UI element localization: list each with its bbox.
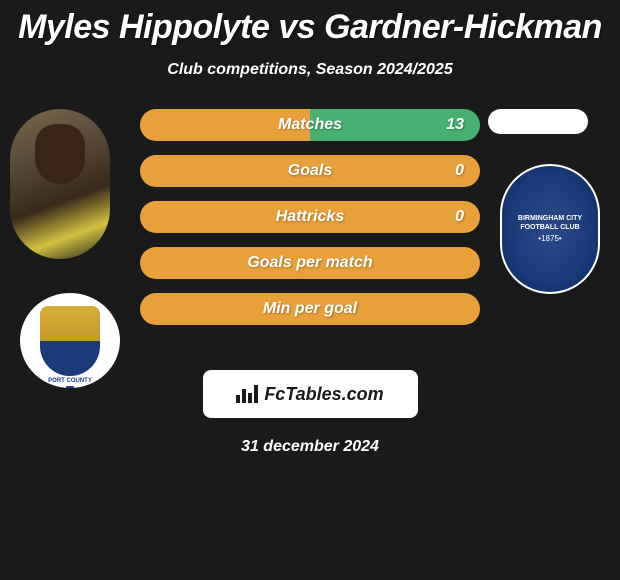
club-badge-right: BIRMINGHAM CITY FOOTBALL CLUB •1875• xyxy=(500,164,600,294)
shield-icon xyxy=(40,306,100,376)
player-photo-left xyxy=(10,109,110,259)
player-face-left xyxy=(10,109,110,259)
stat-label: Min per goal xyxy=(263,300,357,318)
stat-bar-min-per-goal: Min per goal xyxy=(140,293,480,325)
stat-value: 0 xyxy=(455,162,464,180)
brand-logo[interactable]: FcTables.com xyxy=(203,370,418,418)
stat-label: Hattricks xyxy=(276,208,344,226)
bars-icon xyxy=(236,385,258,403)
club-name-right-1: BIRMINGHAM CITY xyxy=(518,215,582,223)
stat-bar-hattricks: Hattricks 0 xyxy=(140,201,480,233)
club-name-left: PORT COUNTY xyxy=(48,378,92,384)
stat-bar-goals-per-match: Goals per match xyxy=(140,247,480,279)
stat-value: 0 xyxy=(455,208,464,226)
subtitle: Club competitions, Season 2024/2025 xyxy=(0,61,620,79)
brand-text: FcTables.com xyxy=(264,384,383,405)
page-title: Myles Hippolyte vs Gardner-Hickman xyxy=(0,0,620,47)
stats-container: Matches 13 Goals 0 Hattricks 0 Goals per… xyxy=(140,109,480,325)
club-name-right-2: FOOTBALL CLUB xyxy=(520,224,579,232)
footer-date: 31 december 2024 xyxy=(0,438,620,456)
stat-bar-goals: Goals 0 xyxy=(140,155,480,187)
stat-label: Goals per match xyxy=(247,254,372,272)
club-badge-left: PORT COUNTY xyxy=(20,293,120,388)
stat-bar-matches: Matches 13 xyxy=(140,109,480,141)
stat-value: 13 xyxy=(446,116,464,134)
player-photo-right-placeholder xyxy=(488,109,588,134)
stat-label: Matches xyxy=(278,116,342,134)
stat-label: Goals xyxy=(288,162,332,180)
club-year-right: •1875• xyxy=(538,234,561,243)
comparison-content: PORT COUNTY BIRMINGHAM CITY FOOTBALL CLU… xyxy=(0,109,620,456)
